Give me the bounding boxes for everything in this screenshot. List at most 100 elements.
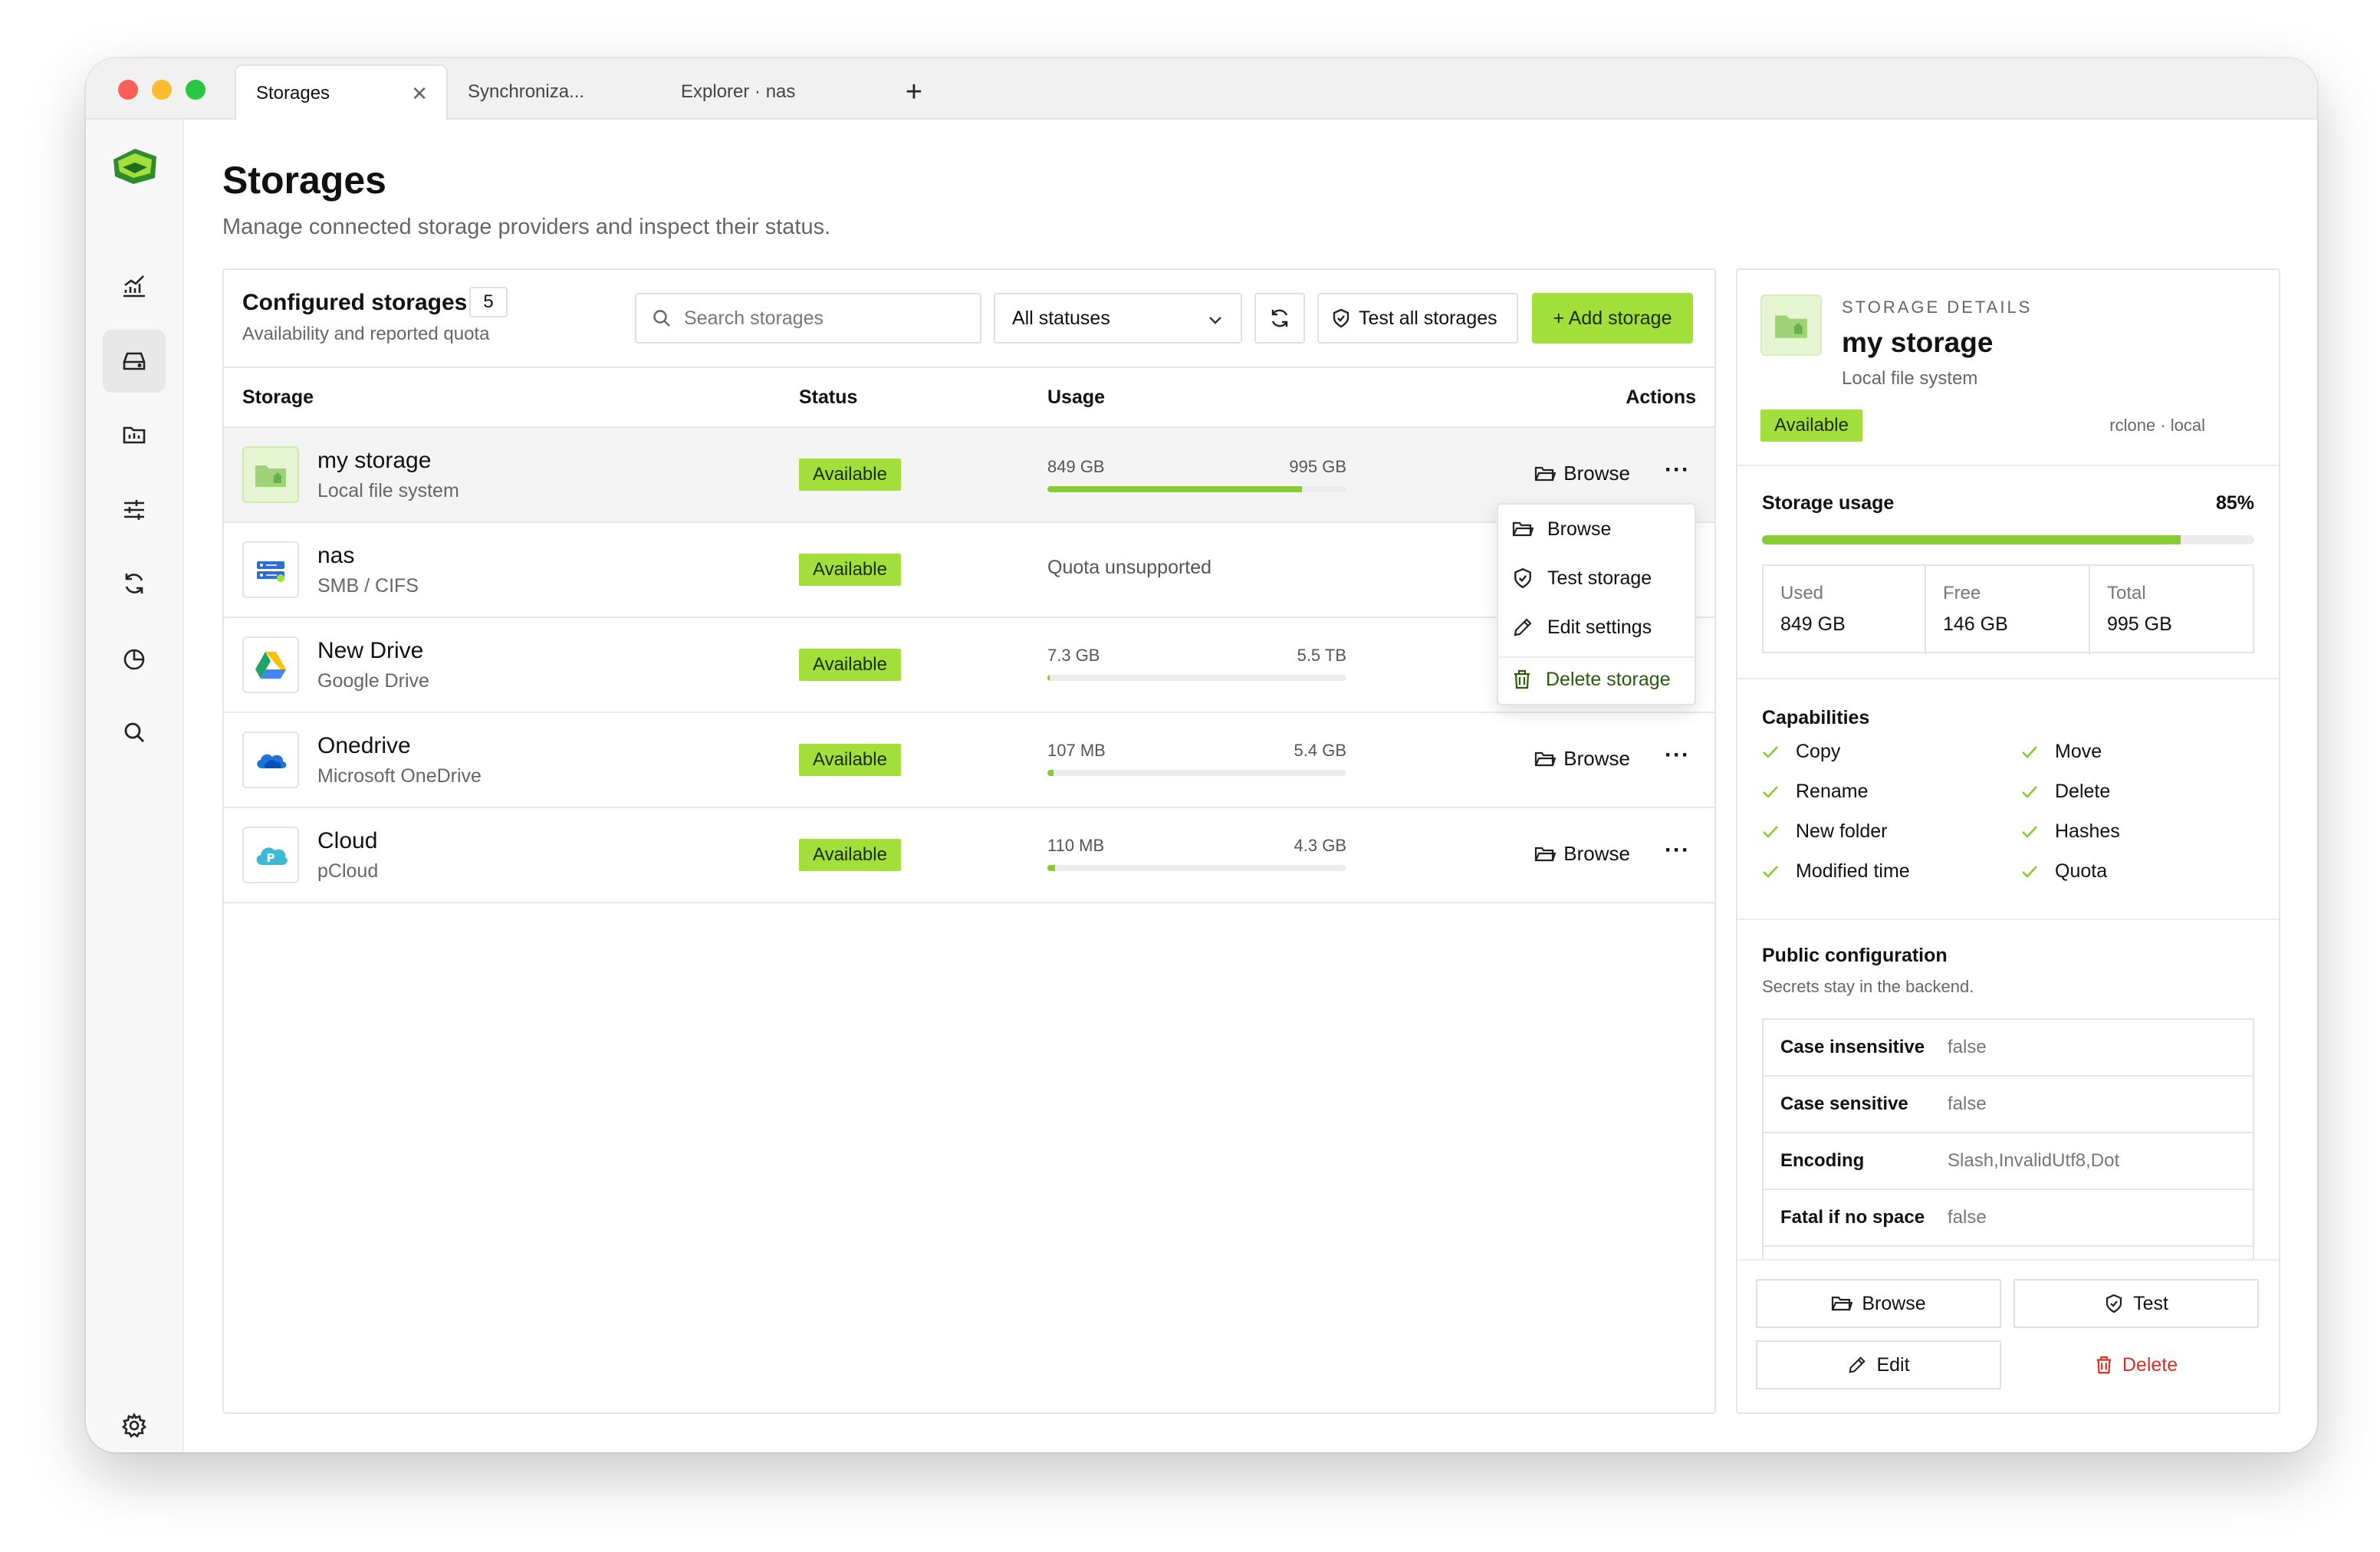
trash-icon [2095,1355,2113,1375]
menu-item-delete-storage[interactable]: Delete storage [1512,659,1671,699]
menu-item-edit-settings[interactable]: Edit settings [1512,607,1652,647]
menu-item-label: Test storage [1547,567,1652,589]
search-storages-input[interactable]: Search storages [635,293,981,344]
check-icon [2021,864,2038,880]
test-all-storages-button[interactable]: Test all storages [1317,293,1518,344]
more-actions-button[interactable]: ··· [1665,837,1690,863]
status-filter-select[interactable]: All statuses [994,293,1242,344]
config-value: false [1948,1093,1987,1114]
svg-text:P: P [267,851,275,865]
config-title: Public configuration [1762,945,1948,966]
capability-item: Modified time [1762,860,1910,883]
explorer-folder-icon[interactable] [103,403,166,466]
settings-sliders-icon[interactable] [103,478,166,541]
sidebar [86,120,184,1452]
refresh-button[interactable] [1254,293,1305,344]
menu-item-browse[interactable]: Browse [1512,509,1611,549]
title-bar: Storages ✕ Synchroniza... Explorer · nas… [86,58,2317,121]
tab-storages[interactable]: Storages ✕ [235,64,448,121]
more-actions-button[interactable]: ··· [1665,742,1690,768]
table-row[interactable]: nas SMB / CIFS Available Quota unsupport… [224,523,1714,618]
check-icon [2021,745,2038,760]
menu-item-test-storage[interactable]: Test storage [1512,558,1652,598]
sync-icon[interactable] [103,552,166,615]
search-icon[interactable] [103,701,166,764]
new-tab-button[interactable]: + [905,75,923,108]
check-icon [1762,745,1779,760]
capability-item: New folder [1762,820,1888,843]
browse-label: Browse [1563,462,1630,485]
add-storage-button[interactable]: + Add storage [1532,293,1693,344]
status-badge: Available [799,649,901,681]
divider [1737,919,2279,920]
config-value: false [1948,1037,1987,1057]
usage-bar-fill [1047,865,1055,871]
zoom-window-button[interactable] [186,80,205,100]
browse-button[interactable]: Browse [1534,842,1630,866]
table-row[interactable]: P Cloud pCloud Available 110 MB 4.3 GB B… [224,808,1714,903]
usage-used: 110 MB [1047,836,1105,855]
table-row[interactable]: my storage Local file system Available 8… [224,428,1714,523]
app-window: Storages ✕ Synchroniza... Explorer · nas… [86,58,2317,1452]
storage-type: Microsoft OneDrive [317,765,482,787]
usage-bar [1047,486,1346,492]
statistics-pie-icon[interactable] [103,627,166,690]
folder-open-icon [1534,750,1557,768]
quota-unsupported-text: Quota unsupported [1047,557,1212,578]
column-status: Status [799,386,858,408]
gear-icon[interactable] [103,1394,166,1452]
close-tab-icon[interactable]: ✕ [411,81,428,105]
check-icon [1762,824,1779,840]
browse-button[interactable]: Browse [1534,747,1630,771]
usage-bar-fill [1047,486,1302,492]
tab-synchronization[interactable]: Synchroniza... [468,64,652,120]
divider [1737,465,2279,466]
usage-stats: Used 849 GB Free 146 GB Total 995 GB [1762,564,2254,655]
config-key: Encoding [1780,1150,1865,1171]
config-key: Case insensitive [1780,1037,1925,1057]
menu-separator [1498,656,1695,658]
chevron-down-icon [1207,311,1224,328]
detail-status-badge: Available [1760,409,1862,442]
browse-button[interactable]: Browse [1534,462,1630,485]
capability-item: Delete [2021,781,2110,803]
more-actions-button[interactable]: ··· [1665,457,1690,482]
free-stat: Free 146 GB [1926,566,2090,655]
detail-edit-button[interactable]: Edit [1756,1340,2001,1389]
onedrive-cloud-icon [242,732,299,788]
usage-used: 107 MB [1047,741,1106,760]
dashboard-chart-icon[interactable] [103,255,166,317]
close-window-button[interactable] [118,80,138,100]
config-key: Fatal if no space [1780,1207,1925,1228]
menu-item-label: Edit settings [1547,616,1652,638]
refresh-icon [1268,307,1291,330]
list-title: Configured storages [242,290,468,315]
table-header: Storage Status Usage Actions [224,367,1714,428]
main-content: Storages Manage connected storage provid… [184,120,2317,1452]
page-subtitle: Manage connected storage providers and i… [222,215,831,239]
usage-bar [1047,770,1346,776]
config-value: false [1948,1207,1987,1228]
usage-total: 5.4 GB [1294,741,1346,760]
storages-drive-icon[interactable] [103,330,166,393]
table-row[interactable]: New Drive Google Drive Available 7.3 GB … [224,618,1714,713]
storage-count-badge: 5 [469,287,508,317]
stat-value: 146 GB [1943,613,2008,635]
capability-item: Copy [1762,741,1840,763]
pcloud-icon: P [242,827,299,883]
capability-label: Modified time [1796,860,1910,882]
usage-used: 849 GB [1047,457,1105,476]
capability-label: Move [2055,741,2102,762]
total-stat: Total 995 GB [2090,566,2253,655]
storage-name: Cloud [317,828,378,853]
detail-test-button[interactable]: Test [2013,1279,2259,1328]
storage-details-panel: STORAGE DETAILS my storage Local file sy… [1736,268,2280,1414]
status-badge: Available [799,839,901,871]
detail-browse-button[interactable]: Browse [1756,1279,2001,1328]
minimize-window-button[interactable] [152,80,172,100]
table-row[interactable]: Onedrive Microsoft OneDrive Available 10… [224,713,1714,808]
button-label: Edit [1876,1353,1910,1376]
capability-item: Quota [2021,860,2107,883]
tab-explorer-nas[interactable]: Explorer · nas [681,64,865,120]
detail-delete-button[interactable]: Delete [2013,1340,2259,1389]
